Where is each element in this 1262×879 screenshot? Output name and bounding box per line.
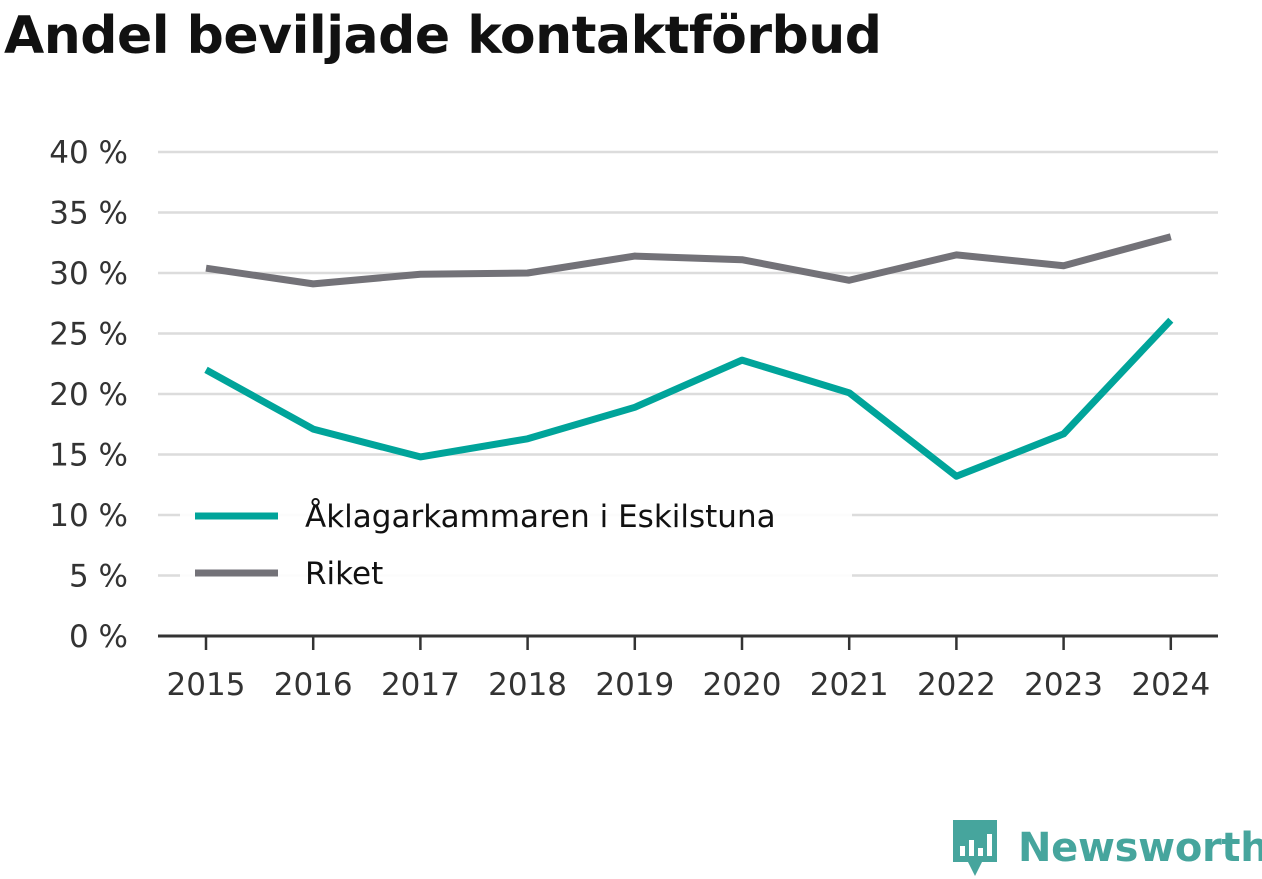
legend-label: Åklagarkammaren i Eskilstuna: [305, 499, 776, 535]
bar-chart-bubble-icon: [953, 820, 997, 876]
legend: Åklagarkammaren i Eskilstuna Riket: [195, 499, 776, 592]
series-lines: [204, 233, 1174, 480]
y-tick-label: 40 %: [49, 135, 128, 171]
series-line: [204, 317, 1174, 480]
x-axis-ticks: 2015 2016 2017 2018 2019 2020 2021 2022 2023 2024: [167, 636, 1210, 703]
x-tick-label: 2015: [167, 667, 246, 703]
y-tick-label: 35 %: [49, 196, 128, 232]
y-tick-label: 0 %: [69, 619, 128, 655]
y-tick-label: 10 %: [49, 498, 128, 534]
series-line: [205, 233, 1172, 288]
x-tick-label: 2020: [703, 667, 782, 703]
x-tick-label: 2024: [1131, 667, 1210, 703]
y-tick-label: 15 %: [49, 438, 128, 474]
x-tick-label: 2019: [595, 667, 674, 703]
y-tick-label: 5 %: [69, 559, 128, 595]
y-tick-label: 25 %: [49, 317, 128, 353]
legend-box: [180, 488, 852, 604]
chart-title: Andel beviljade kontaktförbud: [4, 6, 882, 66]
x-tick-label: 2017: [381, 667, 460, 703]
x-tick-label: 2018: [488, 667, 567, 703]
x-tick-label: 2016: [274, 667, 353, 703]
x-tick-label: 2022: [917, 667, 996, 703]
y-tick-label: 20 %: [49, 377, 128, 413]
logo-text: Newsworthy: [1018, 825, 1262, 871]
y-tick-label: 30 %: [49, 256, 128, 292]
legend-background: [180, 488, 852, 604]
legend-label: Riket: [305, 556, 383, 592]
newsworthy-logo: Newsworthy: [950, 818, 1262, 878]
x-tick-label: 2023: [1024, 667, 1103, 703]
y-axis-ticks: 0 % 5 % 10 % 15 % 20 % 25 % 30 % 35 % 40 %: [49, 135, 128, 655]
x-tick-label: 2021: [810, 667, 889, 703]
